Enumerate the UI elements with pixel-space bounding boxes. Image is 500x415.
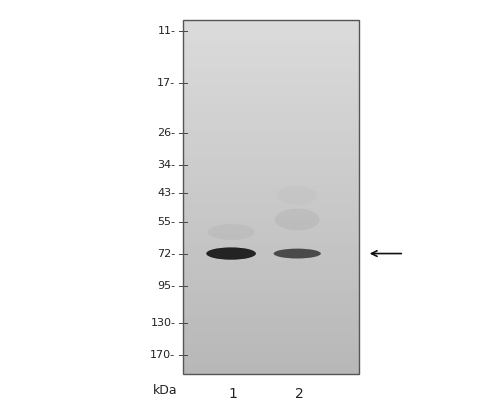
Bar bbox=[183, 197, 360, 203]
Bar bbox=[183, 233, 360, 239]
Bar bbox=[183, 303, 360, 310]
Ellipse shape bbox=[275, 208, 320, 230]
Bar bbox=[183, 298, 360, 303]
Bar bbox=[183, 292, 360, 298]
Bar bbox=[183, 274, 360, 280]
Ellipse shape bbox=[278, 186, 317, 205]
Bar bbox=[183, 32, 360, 38]
Ellipse shape bbox=[208, 224, 254, 240]
Bar bbox=[183, 150, 360, 156]
Ellipse shape bbox=[274, 249, 321, 259]
Bar bbox=[183, 280, 360, 286]
Bar bbox=[183, 79, 360, 85]
Bar bbox=[183, 250, 360, 256]
Bar bbox=[183, 162, 360, 168]
Bar bbox=[183, 339, 360, 345]
Bar bbox=[183, 144, 360, 150]
Bar bbox=[183, 209, 360, 215]
Bar bbox=[183, 61, 360, 67]
Bar bbox=[183, 138, 360, 144]
Bar bbox=[183, 221, 360, 227]
Text: 1: 1 bbox=[228, 387, 237, 401]
Bar bbox=[183, 227, 360, 233]
Bar bbox=[183, 156, 360, 162]
Bar bbox=[183, 20, 360, 26]
Bar bbox=[183, 239, 360, 244]
Bar bbox=[183, 168, 360, 173]
Text: 11-: 11- bbox=[158, 26, 176, 36]
Bar bbox=[183, 262, 360, 268]
Bar bbox=[183, 49, 360, 55]
Bar bbox=[183, 327, 360, 333]
Bar bbox=[183, 26, 360, 32]
Text: 130-: 130- bbox=[150, 318, 176, 328]
Bar bbox=[183, 310, 360, 315]
Bar bbox=[183, 369, 360, 374]
Bar bbox=[183, 186, 360, 191]
Bar bbox=[183, 203, 360, 209]
Bar bbox=[183, 215, 360, 221]
Bar bbox=[183, 103, 360, 109]
Text: 72-: 72- bbox=[157, 249, 176, 259]
Bar bbox=[183, 173, 360, 179]
Bar bbox=[183, 191, 360, 197]
Ellipse shape bbox=[206, 247, 256, 260]
Text: kDa: kDa bbox=[153, 384, 178, 398]
Bar bbox=[183, 268, 360, 274]
Text: 34-: 34- bbox=[158, 160, 176, 170]
Bar bbox=[183, 244, 360, 250]
Bar bbox=[183, 345, 360, 351]
Bar bbox=[183, 363, 360, 369]
Bar bbox=[183, 179, 360, 186]
Bar bbox=[183, 357, 360, 363]
Bar bbox=[183, 315, 360, 321]
Text: 26-: 26- bbox=[158, 128, 176, 138]
Bar bbox=[183, 55, 360, 61]
Bar bbox=[183, 73, 360, 79]
Text: 170-: 170- bbox=[150, 350, 176, 360]
Text: 43-: 43- bbox=[158, 188, 176, 198]
Text: 95-: 95- bbox=[158, 281, 176, 291]
Bar bbox=[183, 115, 360, 120]
Bar bbox=[183, 132, 360, 138]
Bar bbox=[183, 97, 360, 103]
Bar bbox=[183, 91, 360, 97]
Text: 2: 2 bbox=[296, 387, 304, 401]
Bar bbox=[183, 256, 360, 262]
Bar bbox=[183, 321, 360, 327]
Bar bbox=[183, 351, 360, 357]
Bar bbox=[183, 286, 360, 292]
Bar bbox=[183, 38, 360, 44]
Bar bbox=[183, 333, 360, 339]
Text: 17-: 17- bbox=[158, 78, 176, 88]
Bar bbox=[183, 85, 360, 91]
Text: 55-: 55- bbox=[158, 217, 176, 227]
Bar bbox=[183, 67, 360, 73]
Bar bbox=[183, 109, 360, 115]
Bar bbox=[183, 126, 360, 132]
Bar bbox=[183, 120, 360, 126]
Bar bbox=[183, 44, 360, 49]
